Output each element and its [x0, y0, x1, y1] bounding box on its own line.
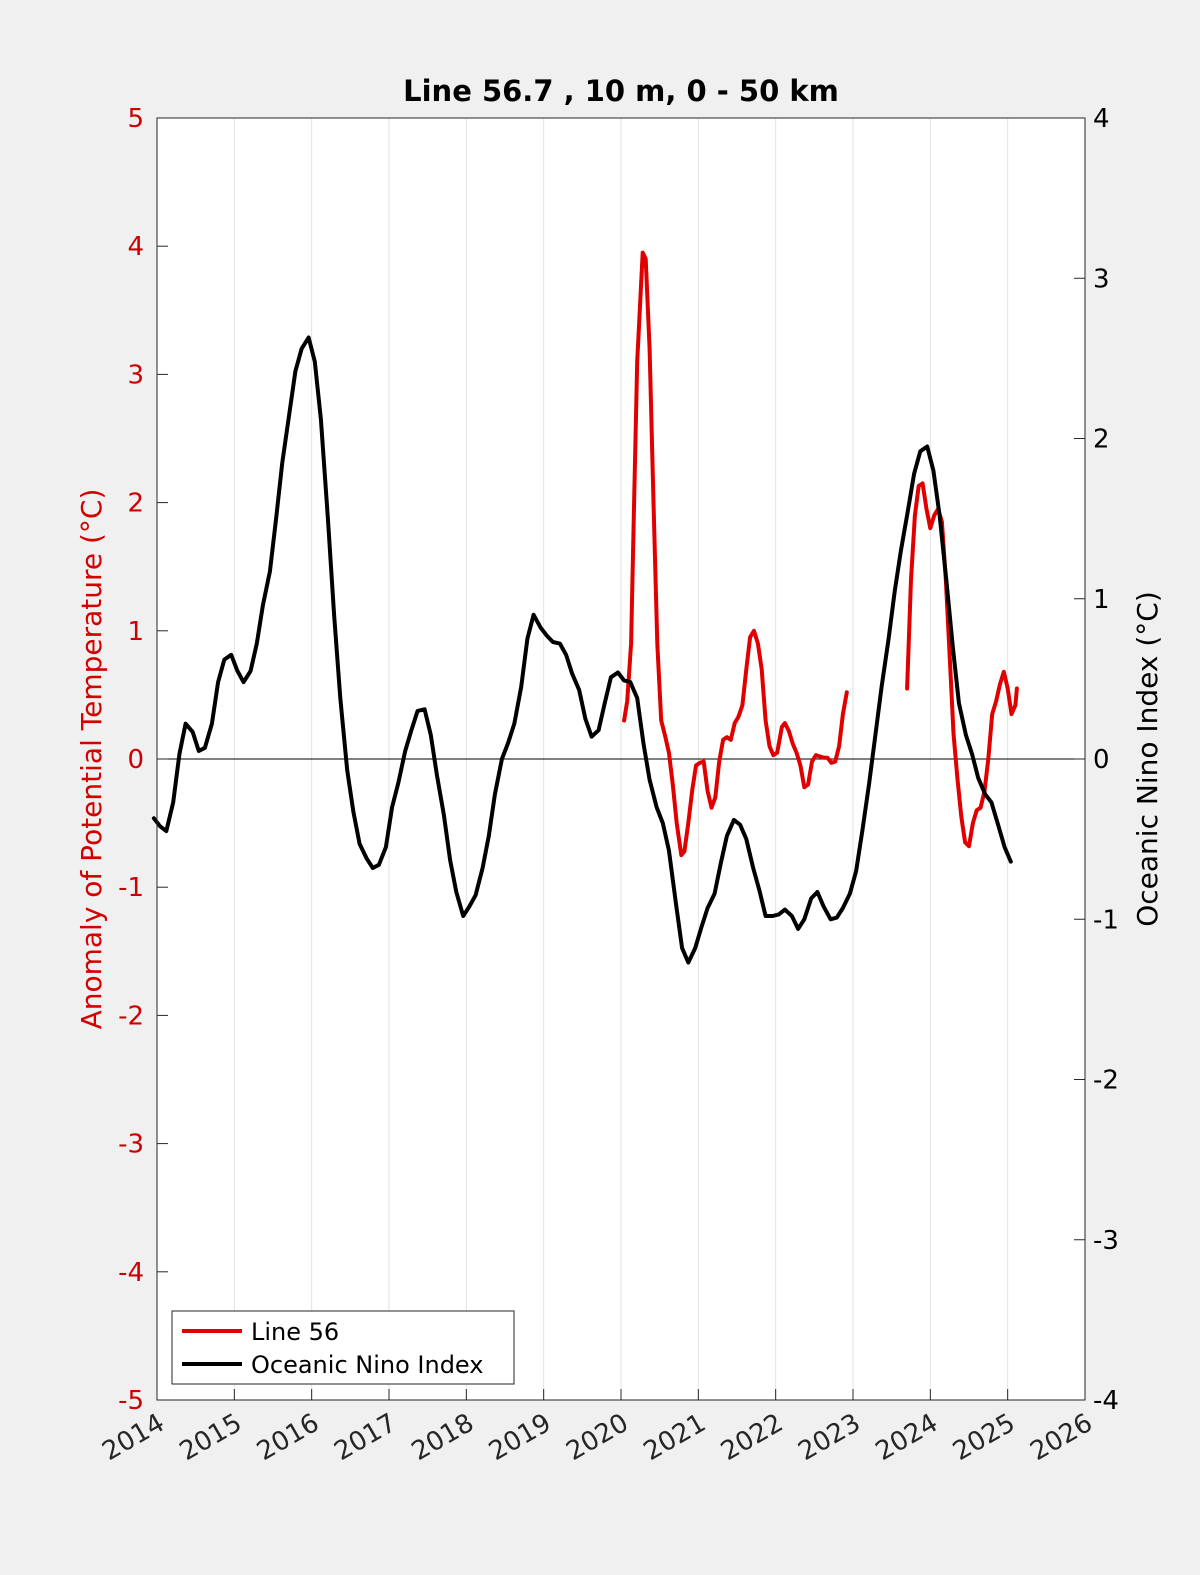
y-axis-left-label: Anomaly of Potential Temperature (°C) [75, 489, 108, 1030]
y-right-tick-label: 0 [1093, 745, 1110, 775]
x-tick-label: 2025 [948, 1408, 1020, 1467]
y-right-tick-label: 1 [1093, 585, 1110, 615]
y-right-tick-label: -1 [1093, 905, 1119, 935]
x-tick-label: 2018 [407, 1408, 479, 1467]
x-tick-label: 2024 [871, 1408, 943, 1467]
legend-oni-label: Oceanic Nino Index [251, 1351, 483, 1379]
y-right-tick-label: -4 [1093, 1386, 1119, 1416]
oni-series-line-0 [151, 335, 1013, 965]
y-left-tick-label: 1 [127, 617, 144, 647]
x-tick-label: 2023 [793, 1408, 865, 1467]
y-left-tick-label: 3 [127, 360, 144, 390]
x-tick-label: 2019 [484, 1408, 556, 1467]
y-left-tick-label: -5 [118, 1386, 144, 1416]
legend: Line 56 Oceanic Nino Index [171, 1310, 515, 1385]
y-left-tick-label: 4 [127, 232, 144, 262]
legend-box [171, 1310, 515, 1385]
y-left-tick-label: -2 [118, 1001, 144, 1031]
line56-series-line-0 [622, 250, 849, 858]
x-tick-label: 2014 [97, 1408, 169, 1467]
y-left-tick-label: -4 [118, 1258, 144, 1288]
plot-frame [156, 117, 1086, 1401]
x-tick-label: 2022 [716, 1408, 788, 1467]
x-tick-label: 2021 [639, 1408, 711, 1467]
series-layer [151, 250, 1019, 965]
y-left-tick-label: 0 [127, 745, 144, 775]
legend-line56-label: Line 56 [251, 1318, 339, 1346]
x-tick-label: 2026 [1025, 1408, 1097, 1467]
y-left-tick-label: -3 [118, 1130, 144, 1160]
x-tick-label: 2017 [329, 1408, 401, 1467]
y-right-tick-label: 2 [1093, 425, 1110, 455]
y-right-tick-label: -3 [1093, 1226, 1119, 1256]
x-tick-label: 2015 [175, 1408, 247, 1467]
y-left-tick-label: 5 [127, 104, 144, 134]
x-tick-label: 2016 [252, 1408, 324, 1467]
y-right-tick-label: 4 [1093, 104, 1110, 134]
y-right-tick-label: 3 [1093, 264, 1110, 294]
y-left-tick-label: 2 [127, 489, 144, 519]
line56-series-line-1 [905, 481, 1019, 849]
x-tick-label: 2020 [561, 1408, 633, 1467]
y-right-tick-label: -2 [1093, 1066, 1119, 1096]
y-axis-right-label: Oceanic Nino Index (°C) [1131, 591, 1164, 927]
chart-title: Line 56.7 , 10 m, 0 - 50 km [403, 74, 839, 108]
y-left-tick-label: -1 [118, 873, 144, 903]
grid-layer [157, 118, 1085, 1400]
